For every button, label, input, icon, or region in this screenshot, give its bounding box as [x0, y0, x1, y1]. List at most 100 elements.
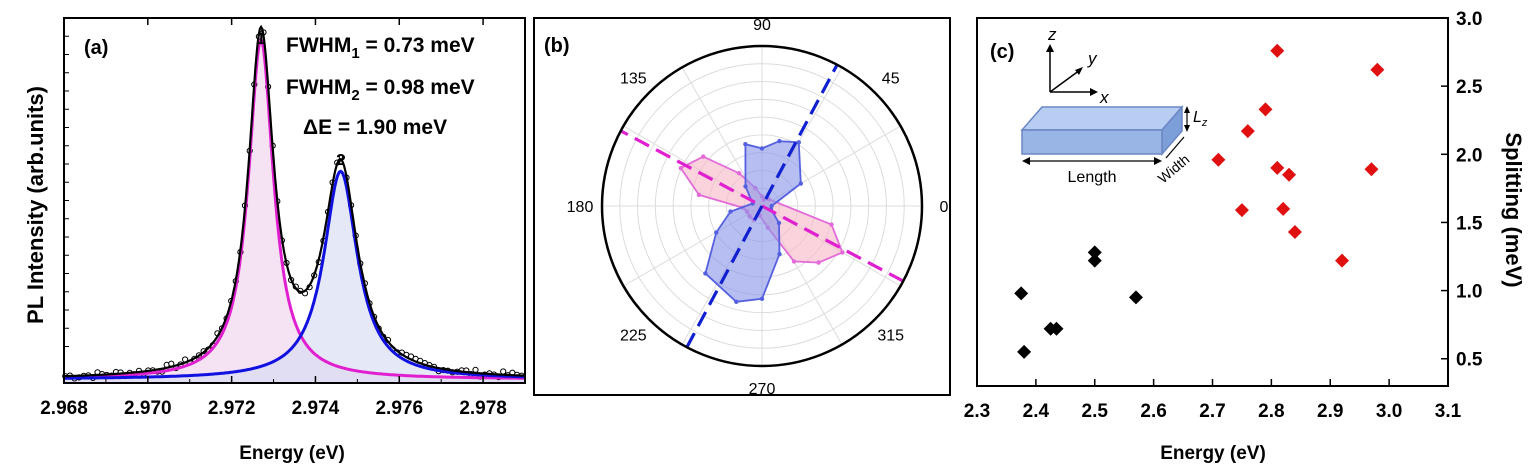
- x-tick-label: 2.7: [1199, 401, 1225, 422]
- x-tick-label: 2.978: [459, 398, 507, 419]
- panel-a: 2.968 2.970 2.972 2.974 2.976 2.978 (a) 1 2 F…: [23, 17, 526, 464]
- panel-b-frame: [533, 17, 951, 396]
- scatter-diamond-point: [1335, 253, 1350, 268]
- peak-2-fit-line: [64, 169, 525, 380]
- polar-angle-label: 90: [753, 17, 771, 34]
- panel-a-x-axis-label: Energy (eV): [239, 443, 345, 464]
- scatter-diamond-point: [1276, 201, 1291, 216]
- inset-y-label: y: [1087, 49, 1098, 68]
- x-tick-label: 2.974: [292, 398, 340, 419]
- x-tick-label: 2.4: [1023, 401, 1050, 422]
- polar-series-point: [798, 181, 803, 186]
- inset-z-arrow: [1046, 44, 1054, 52]
- panel-b: 0 45 90 135 180 225 270 315 (b): [533, 17, 951, 398]
- polar-outer-ring: [600, 44, 924, 368]
- scatter-diamond-point: [1282, 167, 1297, 182]
- scatter-diamond-point: [1270, 43, 1285, 58]
- x-tick-label: 2.8: [1258, 401, 1284, 422]
- scatter-diamond-point: [1258, 102, 1273, 117]
- inset-y-arrow: [1075, 67, 1083, 75]
- peak-1-fit-line: [64, 37, 525, 380]
- nanobar-front-face: [1021, 129, 1163, 155]
- length-label: Length: [1068, 169, 1117, 186]
- fwhm-2-annotation: FWHM2 = 0.98 meV: [286, 76, 475, 104]
- polar-series-point: [759, 296, 765, 301]
- polar-series-point: [678, 165, 683, 171]
- scatter-diamond-point: [1017, 344, 1032, 359]
- polar-angle-label: 0: [940, 199, 949, 216]
- fwhm-1-annotation: FWHM1 = 0.73 meV: [286, 34, 475, 62]
- polar-series-point: [714, 230, 719, 235]
- polar-angle-label: 225: [620, 328, 647, 345]
- scatter-diamond-point: [1049, 321, 1064, 336]
- polar-series-point: [796, 140, 801, 145]
- y-tick-label: 2.0: [1456, 145, 1482, 166]
- x-tick-label: 2.3: [964, 401, 990, 422]
- polar-series-point: [776, 220, 782, 226]
- delta-e-annotation: ΔE = 1.90 meV: [303, 116, 447, 139]
- polar-angle-labels: 0 45 90 135 180 225 270 315: [567, 17, 949, 398]
- x-tick-label: 2.976: [375, 398, 423, 419]
- scatter-diamond-point: [1128, 290, 1143, 305]
- polar-series-point: [696, 192, 702, 198]
- polar-angle-label: 315: [877, 328, 904, 345]
- panel-c-label: (c): [990, 41, 1014, 63]
- scatter-diamond-point: [1364, 162, 1379, 177]
- polar-angle-label: 270: [749, 381, 776, 398]
- polar-series-point: [728, 209, 733, 214]
- panel-c-x-axis-label: Energy (eV): [1160, 443, 1266, 464]
- y-tick-label: 0.5: [1456, 350, 1483, 371]
- width-dimension: [1165, 136, 1185, 159]
- x-tick-label: 3.0: [1376, 401, 1402, 422]
- y-tick-label: 2.5: [1456, 77, 1483, 98]
- x-tick-label: 2.6: [1140, 401, 1166, 422]
- y-tick-label: 1.0: [1456, 282, 1482, 303]
- x-tick-label: 2.968: [40, 398, 88, 419]
- scatter-diamond-point: [1234, 203, 1249, 218]
- sum-fit-line: [63, 24, 526, 378]
- scatter-diamond-point: [1240, 124, 1255, 139]
- polar-series-point: [743, 142, 748, 147]
- polar-series-point: [816, 260, 821, 265]
- polar-angle-label: 135: [620, 70, 647, 87]
- panel-a-y-axis-label: PL Intensity (arb.units): [23, 86, 48, 324]
- panel-c-x-ticks: 2.3 2.4 2.5 2.6 2.7 2.8 2.9 3.0 3.1: [964, 379, 1462, 422]
- scatter-diamond-point: [1370, 62, 1385, 77]
- x-tick-label: 2.970: [124, 398, 172, 419]
- panel-c-points: [1014, 43, 1385, 359]
- peak-2-label: 2: [336, 152, 345, 169]
- polar-series-point: [703, 271, 708, 276]
- scatter-diamond-point: [1087, 245, 1102, 260]
- panel-c-y-ticks: 0.5 1.0 1.5 2.0 2.5 3.0: [1441, 9, 1483, 371]
- x-tick-label: 2.5: [1082, 401, 1109, 422]
- polar-series-point: [777, 138, 782, 144]
- polar-axis-lines: [619, 63, 905, 349]
- inset-z-label: z: [1047, 25, 1057, 44]
- panel-b-label: (b): [544, 35, 570, 57]
- polar-angle-label: 180: [567, 199, 594, 216]
- nanobar-top-face: [1020, 106, 1184, 131]
- peak-1-label: 1: [257, 31, 266, 48]
- x-tick-label: 2.972: [208, 398, 256, 419]
- polar-series-point: [791, 259, 797, 264]
- scatter-diamond-point: [1211, 152, 1226, 167]
- polar-series-point: [701, 154, 706, 159]
- panel-c-y-axis-label: Splitting (meV): [1501, 132, 1526, 287]
- polar-series-point: [769, 203, 774, 209]
- polar-series-point: [829, 222, 834, 227]
- scatter-diamond-point: [1087, 253, 1102, 268]
- polar-series-point: [734, 299, 739, 304]
- polar-series-point: [777, 251, 782, 257]
- x-tick-label: 3.1: [1435, 401, 1462, 422]
- lz-label: Lz: [1193, 109, 1208, 129]
- y-tick-label: 3.0: [1456, 9, 1482, 30]
- polar-dashed-axis-line: [685, 63, 839, 349]
- inset-y-axis: [1049, 69, 1081, 93]
- polar-series-point: [743, 184, 748, 189]
- scatter-diamond-point: [1270, 160, 1285, 175]
- scatter-diamond-point: [1287, 224, 1302, 239]
- lz-arrows: [1184, 106, 1190, 132]
- polar-series-point: [759, 146, 765, 151]
- x-tick-label: 2.9: [1317, 401, 1343, 422]
